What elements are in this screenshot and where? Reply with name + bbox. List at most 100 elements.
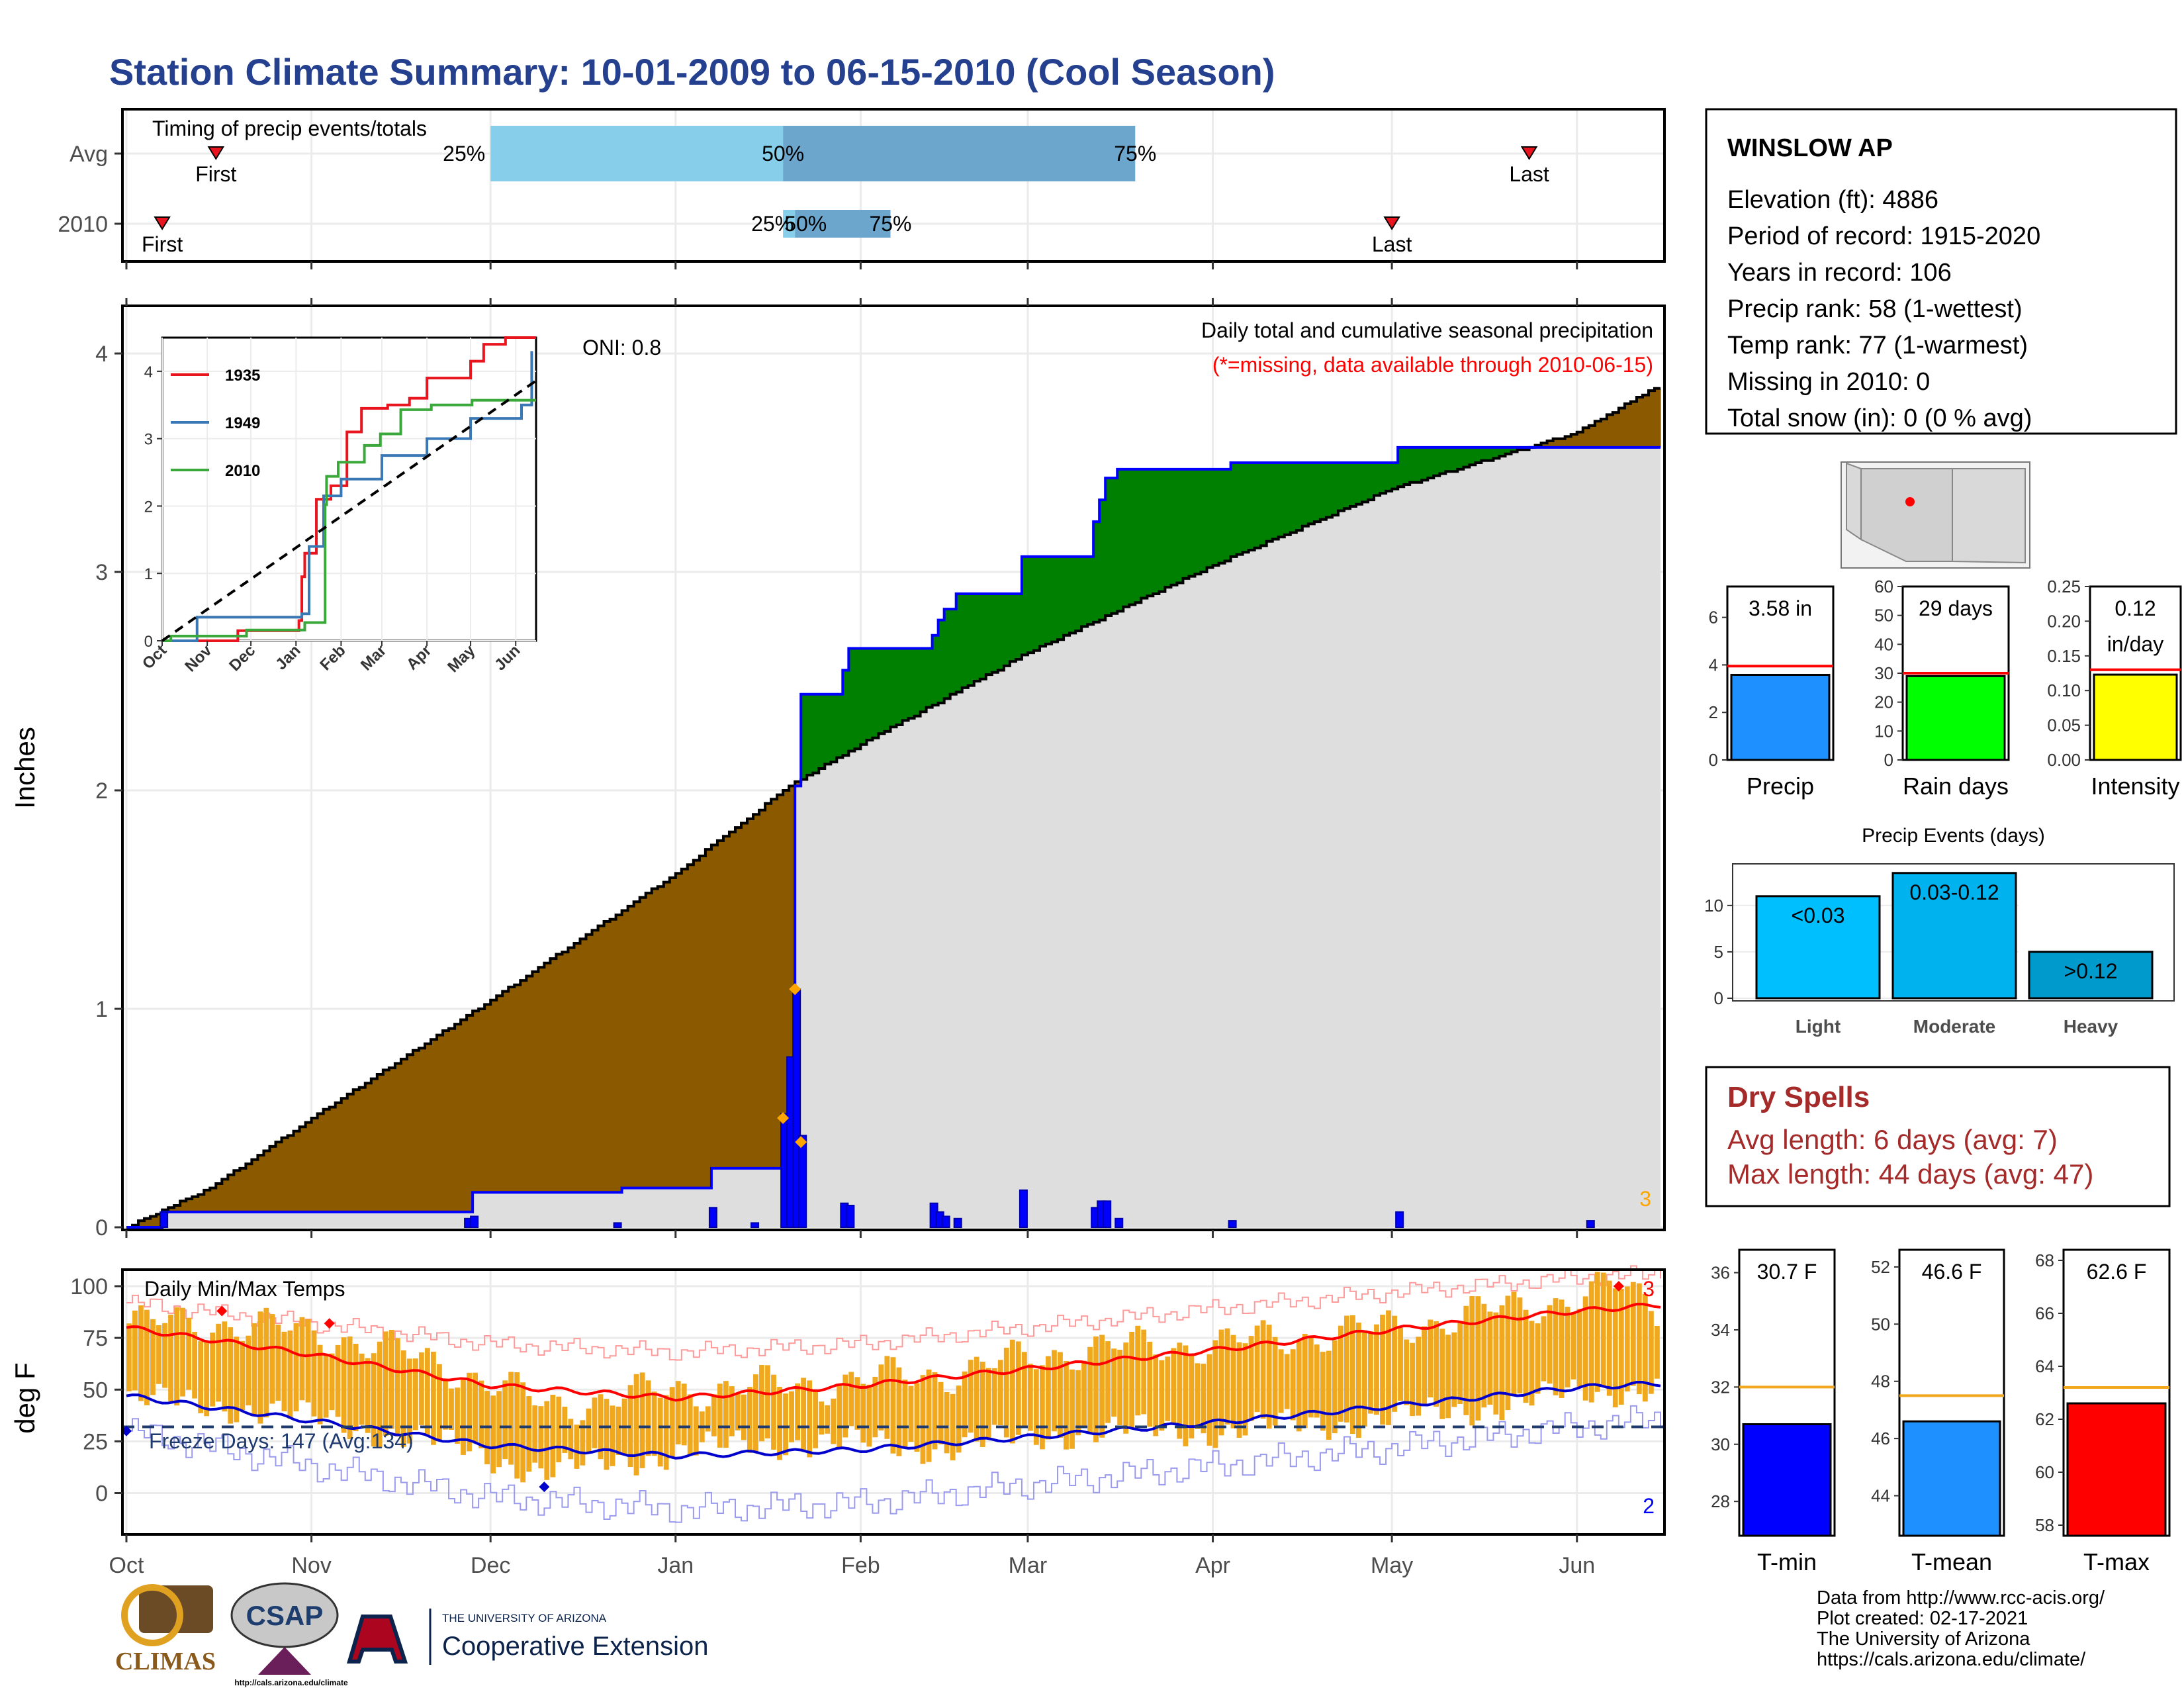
- page-title: Station Climate Summary: 10-01-2009 to 0…: [109, 51, 1275, 93]
- surplus-segment: [1314, 463, 1321, 522]
- daily-precip-bar: [470, 1215, 479, 1228]
- daily-range-bar: [1009, 1339, 1015, 1444]
- surplus-segment: [884, 648, 891, 731]
- events-title: Precip Events (days): [1862, 825, 2045, 847]
- daily-range-bar: [610, 1405, 615, 1466]
- surplus-segment: [1183, 469, 1190, 579]
- daily-range-bar: [1254, 1325, 1260, 1413]
- surplus-segment: [1308, 463, 1315, 524]
- surplus-segment: [1380, 463, 1387, 494]
- deficit-segment: [461, 1019, 467, 1212]
- first-event-marker: [207, 146, 225, 160]
- daily-range-bar: [1511, 1291, 1517, 1395]
- daily-range-bar: [866, 1384, 872, 1447]
- surplus-segment: [908, 648, 915, 719]
- surplus-segment: [938, 620, 945, 703]
- temp-bar-y-tick-label: 68: [2035, 1250, 2054, 1270]
- daily-range-bar: [997, 1360, 1003, 1426]
- deficit-segment: [400, 1058, 408, 1212]
- cumulative-base-area: [126, 447, 1661, 1227]
- surplus-segment: [968, 594, 975, 686]
- surplus-segment: [896, 648, 903, 725]
- daily-range-bar: [162, 1323, 167, 1388]
- surplus-segment: [1487, 447, 1494, 461]
- surplus-segment: [1027, 556, 1034, 653]
- daily-range-bar: [944, 1392, 950, 1454]
- event-bar: [1755, 895, 1881, 1000]
- deficit-segment: [1654, 388, 1661, 447]
- month-label: Jan: [657, 1553, 694, 1578]
- deficit-segment: [1559, 438, 1566, 447]
- deficit-segment: [747, 818, 754, 1168]
- avg_min-line: [126, 1381, 1661, 1460]
- last-event-marker: [1520, 146, 1538, 160]
- surplus-segment: [1171, 469, 1178, 585]
- temp-bar-y-tick-label: 62: [2035, 1409, 2054, 1429]
- surplus-segment: [1511, 447, 1518, 452]
- daily-range-bar: [1541, 1316, 1547, 1382]
- surplus-segment: [979, 594, 987, 679]
- surplus-segment: [944, 609, 951, 699]
- oni-label: ONI: 0.8: [582, 336, 661, 359]
- daily-temp-bars: [126, 1272, 1660, 1483]
- daily-range-bar: [532, 1405, 538, 1463]
- surplus-segment: [1290, 463, 1297, 533]
- daily-range-bar: [1553, 1298, 1559, 1395]
- surplus-segment: [1189, 469, 1196, 577]
- daily-range-bar: [1428, 1319, 1433, 1397]
- daily-range-bar: [1230, 1335, 1236, 1429]
- temp-bar-y-tick-label: 58: [2035, 1515, 2054, 1535]
- y-tick-label: 2: [95, 778, 108, 804]
- daily-range-bar: [902, 1380, 908, 1447]
- daily-range-bar: [1618, 1288, 1624, 1405]
- daily-range-bar: [502, 1380, 508, 1460]
- daily-range-bar: [985, 1368, 991, 1438]
- daily-range-bar: [837, 1385, 842, 1448]
- daily-range-bar: [1135, 1325, 1141, 1416]
- daily-range-bar: [263, 1307, 269, 1418]
- daily-range-bar: [813, 1390, 819, 1448]
- deficit-segment: [627, 906, 635, 1188]
- surplus-segment: [1410, 447, 1416, 483]
- p25-label: 25%: [751, 212, 794, 236]
- surplus-segment: [1093, 522, 1100, 622]
- temp-bar-y-tick-label: 48: [1871, 1372, 1890, 1391]
- daily-range-bar: [1338, 1325, 1343, 1422]
- surplus-segment: [1003, 594, 1011, 666]
- deficit-segment: [514, 984, 521, 1193]
- surplus-segment: [1123, 469, 1130, 607]
- surplus-segment: [1254, 463, 1261, 548]
- deficit-segment: [394, 1063, 402, 1212]
- surplus-segment: [1493, 447, 1500, 459]
- surplus-segment: [842, 670, 849, 756]
- daily-range-bar: [371, 1353, 377, 1447]
- surplus-segment: [1195, 469, 1202, 575]
- daily-precip-bar: [846, 1205, 855, 1228]
- summary-value-bar: [1730, 674, 1831, 761]
- deficit-segment: [1636, 397, 1643, 447]
- deficit-segment: [705, 849, 712, 1188]
- daily-range-bar: [388, 1330, 394, 1429]
- station-location-dot: [1905, 497, 1915, 506]
- deficit-segment: [430, 1039, 437, 1212]
- daily-range-bar: [1576, 1309, 1582, 1387]
- csap-url: http://cals.arizona.edu/climate: [234, 1678, 348, 1687]
- surplus-segment: [950, 609, 957, 694]
- surplus-segment: [837, 694, 843, 758]
- daily-range-bar: [1642, 1293, 1648, 1402]
- deficit-segment: [180, 1201, 187, 1212]
- daily-precip-bar: [751, 1222, 760, 1229]
- daily-range-bar: [1612, 1288, 1618, 1408]
- daily-range-bar: [174, 1307, 179, 1406]
- climas-logo-text: CLIMAS: [115, 1648, 216, 1675]
- month-label: Oct: [109, 1553, 144, 1578]
- daily-range-bar: [251, 1323, 257, 1415]
- deficit-segment: [532, 971, 539, 1193]
- daily-range-bar: [920, 1375, 926, 1464]
- surplus-segment: [831, 694, 837, 763]
- surplus-segment: [1374, 463, 1381, 496]
- daily-range-bar: [663, 1395, 669, 1470]
- deficit-segment: [1553, 438, 1560, 447]
- temp-y-tick-label: 50: [83, 1378, 108, 1403]
- dry-spells-title: Dry Spells: [1727, 1081, 1870, 1113]
